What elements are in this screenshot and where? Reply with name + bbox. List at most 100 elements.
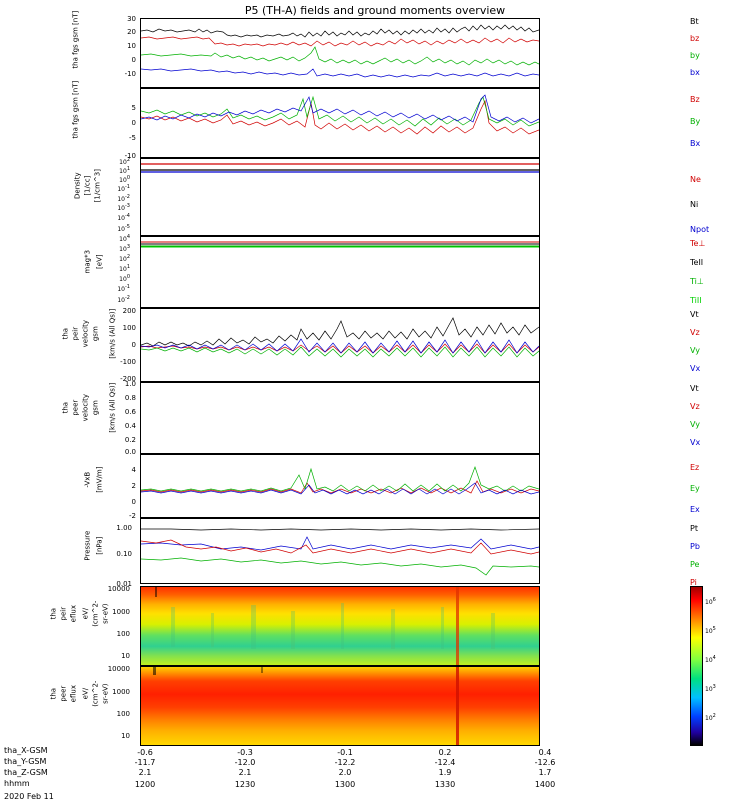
legend-item: Ti⊥ [690, 277, 704, 286]
bottom-row-1-val-4: -12.6 [534, 758, 556, 767]
plot-date: 2020 Feb 11 [4, 792, 54, 801]
bottom-row-2-val-3: 1.9 [438, 768, 452, 777]
ytick: 100 [119, 274, 130, 283]
legend-item: By [690, 117, 701, 126]
ytick: 100 [116, 630, 130, 638]
legend-item: Vy [690, 420, 700, 429]
colorbar [690, 586, 703, 746]
ytick: -100 [120, 358, 136, 366]
ytick: 4 [131, 466, 136, 474]
bottom-row-3-val-4: 1400 [534, 780, 556, 789]
ytick: 0 [131, 341, 136, 349]
ytick: 101 [119, 166, 130, 175]
ytick: 100 [119, 175, 130, 184]
colorbar-tick: 106 [705, 597, 716, 606]
ytick: 102 [119, 254, 130, 263]
ytick: 0.01 [116, 580, 132, 588]
ytick: 104 [119, 234, 130, 243]
ytick: 1000 [112, 608, 130, 616]
bottom-row-3-val-3: 1330 [434, 780, 456, 789]
ytick: 10-2 [117, 194, 130, 203]
bottom-row-3-val-0: 1200 [134, 780, 156, 789]
legend-item: Pt [690, 524, 698, 533]
legend-item: Vt [690, 384, 699, 393]
ytick: 10-2 [117, 295, 130, 304]
ylabel-fgs-gsm-2: tha fgs gsm [nT] [71, 80, 80, 139]
ytick: 10-1 [117, 184, 130, 193]
ytick: 100 [122, 324, 136, 332]
legend-item: Npot [690, 225, 710, 234]
panel-fgs-gsm [140, 18, 540, 88]
bottom-label-z: tha_Z-GSM [4, 768, 48, 777]
legend-item: by [690, 51, 700, 60]
bottom-row-3-val-1: 1230 [234, 780, 256, 789]
legend-item: Vy [690, 346, 700, 355]
bottom-row-0-val-1: -0.3 [237, 748, 253, 757]
ytick: -10 [124, 70, 136, 78]
legend-item: Vt [690, 310, 699, 319]
legend-item: Ni [690, 200, 699, 209]
colorbar-tick: 105 [705, 626, 716, 635]
legend-item: bx [690, 68, 700, 77]
ytick: 101 [119, 264, 130, 273]
bottom-row-2-val-2: 2.0 [338, 768, 352, 777]
legend-item: TiII [690, 296, 702, 305]
ytick: -200 [120, 375, 136, 383]
legend-item: Ez [690, 463, 700, 472]
page-title: P5 (TH-A) fields and ground moments over… [244, 4, 506, 17]
legend-item: Ne [690, 175, 701, 184]
ytick: 0.0 [124, 448, 136, 456]
bottom-row-1-val-3: -12.4 [434, 758, 456, 767]
bottom-row-0-val-3: 0.2 [438, 748, 452, 757]
legend-item: Pi [690, 578, 697, 587]
legend-density: Ne Ni Npot [690, 176, 709, 234]
ytick: 0.4 [124, 422, 136, 430]
bottom-axis-labels: tha_X-GSM tha_Y-GSM tha_Z-GSM hhmm 2020 … [4, 746, 54, 803]
bottom-row-1-val-2: -12.2 [334, 758, 356, 767]
colorbar-tick: 102 [705, 713, 716, 722]
ytick: 1000 [112, 688, 130, 696]
ytick: 10 [127, 42, 136, 50]
bottom-row-2-val-4: 1.7 [538, 768, 552, 777]
bottom-row-2-val-1: 2.1 [238, 768, 252, 777]
legend-item: TeII [690, 258, 704, 267]
ytick: 10-3 [117, 203, 130, 212]
colorbar-title: eV/cm^2-s-sr-eV) [All Qs] [700, 640, 750, 648]
ytick: 10 [121, 732, 130, 740]
ytick: 10000 [107, 585, 130, 593]
ytick: 0.6 [124, 408, 136, 416]
legend-item: Vz [690, 328, 700, 337]
legend-item: Bt [690, 17, 699, 26]
ytick: 0.10 [116, 550, 132, 558]
bottom-row-0-val-0: -0.6 [137, 748, 153, 757]
panel-pressure [140, 518, 540, 584]
ytick: -10 [124, 152, 136, 160]
panel-peer-velocity [140, 382, 540, 454]
ylabel-fgs-gsm: tha fgs gsm [nT] [71, 10, 80, 69]
legend-item: Pe [690, 560, 700, 569]
ytick: 200 [122, 307, 136, 315]
ytick: -5 [129, 134, 136, 142]
ytick: 102 [119, 157, 130, 166]
ytick: 1.00 [116, 524, 132, 532]
bottom-row-1-val-1: -12.0 [234, 758, 256, 767]
legend-item: Vx [690, 438, 701, 447]
legend-item: Vz [690, 402, 700, 411]
ytick: 10000 [107, 665, 130, 673]
legend-temperature: Te⊥ TeII Ti⊥ TiII [690, 240, 705, 305]
bottom-row-0-val-2: -0.1 [337, 748, 353, 757]
legend-item: Ey [690, 484, 700, 493]
ytick: 0 [131, 56, 136, 64]
colorbar-tick: 104 [705, 655, 716, 664]
bottom-label-hhmm: hhmm [4, 779, 30, 788]
legend-item: Bx [690, 139, 701, 148]
ytick: 0.2 [124, 436, 136, 444]
colorbar-tick: 103 [705, 684, 716, 693]
ylabel-pressure-units: [nPa] [95, 536, 104, 555]
ytick: 1.0 [124, 380, 136, 388]
panel-peer-eflux [140, 666, 540, 746]
legend-pressure: Pt Pb Pe Pi [690, 525, 700, 587]
legend-item: Bz [690, 95, 700, 104]
legend-peer-velocity: Vt Vz Vy Vx [690, 385, 700, 447]
